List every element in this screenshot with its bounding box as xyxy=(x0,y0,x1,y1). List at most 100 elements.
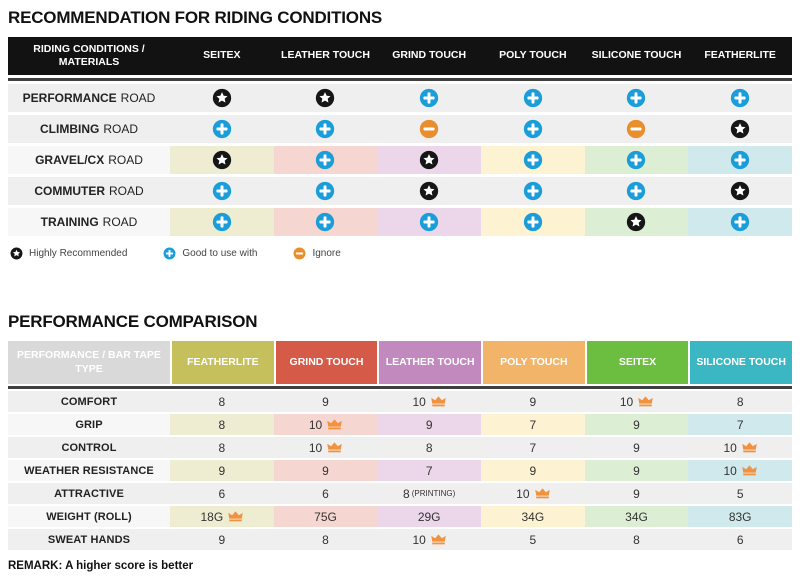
score-cell: 8 xyxy=(688,391,792,412)
row-label: WEATHER RESISTANCE xyxy=(8,460,170,481)
score-cell: 9 xyxy=(480,391,585,412)
score-cell: 10 xyxy=(377,529,481,550)
score-cell: 8 xyxy=(170,391,274,412)
table-row-performance-road: PERFORMANCE ROAD xyxy=(8,84,792,112)
score-cell: 34G xyxy=(480,506,585,527)
plus-icon xyxy=(523,181,543,201)
remark-text: REMARK: A higher score is better xyxy=(8,560,194,572)
header-cell-grind-touch: GRIND TOUCH xyxy=(275,341,378,384)
recommendation-cell xyxy=(170,146,274,174)
header-cell-featherlite: FEATHERLITE xyxy=(704,49,776,62)
score-value: 9 xyxy=(529,394,537,409)
legend-label: Good to use with xyxy=(182,248,258,259)
performance-comparison-table: PERFORMANCE / BAR TAPE TYPE FEATHERLITE … xyxy=(8,341,792,550)
score-value: 9 xyxy=(322,463,329,478)
score-value: 7 xyxy=(529,417,537,432)
recommendation-cell xyxy=(688,146,792,174)
recommendation-cell xyxy=(480,84,585,112)
score-value: 9 xyxy=(633,486,640,501)
row-label: TRAINING ROAD xyxy=(8,208,170,236)
crown-icon xyxy=(327,442,342,453)
row-label: CONTROL xyxy=(8,437,170,458)
score-value: 29G xyxy=(417,509,441,524)
score-value: 10 xyxy=(723,463,737,478)
row-label: SWEAT HANDS xyxy=(8,529,170,550)
row-label: COMFORT xyxy=(8,391,170,412)
score-cell: 8 xyxy=(377,437,481,458)
score-value: 9 xyxy=(425,417,433,432)
score-value: 5 xyxy=(736,486,744,501)
score-value: 6 xyxy=(218,486,226,501)
score-cell: 10 xyxy=(273,414,378,435)
header-cell-seitex: SEITEX xyxy=(586,341,689,384)
crown-icon xyxy=(638,396,653,407)
score-cell: 18G xyxy=(170,506,274,527)
header-cell-leather-touch: LEATHER TOUCH xyxy=(281,49,370,62)
recommendation-cell xyxy=(584,177,689,205)
score-cell: 9 xyxy=(377,414,481,435)
star-icon xyxy=(10,247,23,260)
score-cell: 83G xyxy=(688,506,792,527)
score-value: 10 xyxy=(308,417,323,432)
header-cell-featherlite: FEATHERLITE xyxy=(172,341,274,384)
score-value: 7 xyxy=(529,440,537,455)
recommendation-cell xyxy=(170,115,274,143)
table-row-commuter-road: COMMUTER ROAD xyxy=(8,177,792,205)
score-value: 34G xyxy=(521,509,545,524)
crown-icon xyxy=(431,534,446,545)
plus-icon xyxy=(315,119,335,139)
header-cell-poly-touch: POLY TOUCH xyxy=(499,49,567,62)
score-cell: 9 xyxy=(273,460,378,481)
recommendation-cell xyxy=(480,146,585,174)
recommendation-cell xyxy=(273,208,378,236)
header-cell-poly-touch: POLY TOUCH xyxy=(482,341,585,384)
score-value: 9 xyxy=(633,463,640,478)
table-row-training-road: TRAINING ROAD xyxy=(8,208,792,236)
crown-icon xyxy=(534,488,550,499)
score-value: 8 xyxy=(403,486,410,501)
score-value: 8 xyxy=(425,440,433,455)
header-cell-seitex: SEITEX xyxy=(203,49,241,62)
recommendation-cell xyxy=(584,208,689,236)
plus-icon xyxy=(523,212,543,232)
score-value: 8 xyxy=(218,394,226,409)
plus-icon xyxy=(523,119,543,139)
score-value: 10 xyxy=(723,440,737,455)
row-label-bold: CLIMBING xyxy=(40,122,100,136)
recommendation-cell xyxy=(170,208,274,236)
crown-icon xyxy=(742,442,757,453)
header-cell-materials: RIDING CONDITIONS / MATERIALS xyxy=(33,42,145,68)
score-value: 34G xyxy=(625,509,648,524)
plus-icon xyxy=(730,212,750,232)
score-value: 8 xyxy=(218,417,226,432)
score-cell: 6 xyxy=(273,483,378,504)
score-cell: 5 xyxy=(688,483,792,504)
score-value: 6 xyxy=(322,486,329,501)
row-label: CLIMBING ROAD xyxy=(8,115,170,143)
score-cell: 6 xyxy=(688,529,792,550)
score-value: 9 xyxy=(633,417,640,432)
score-value: 10 xyxy=(516,486,530,501)
plus-icon xyxy=(163,247,176,260)
star-icon xyxy=(730,119,750,139)
score-cell: 29G xyxy=(377,506,481,527)
row-label: PERFORMANCE ROAD xyxy=(8,84,170,112)
score-value: 10 xyxy=(619,394,634,409)
section-title-performance-comparison: PERFORMANCE COMPARISON xyxy=(8,312,258,331)
star-icon xyxy=(419,150,439,170)
score-value: 9 xyxy=(633,440,640,455)
score-cell: 9 xyxy=(273,391,378,412)
plus-icon xyxy=(315,212,335,232)
score-value: 9 xyxy=(218,532,226,547)
score-cell: 75G xyxy=(273,506,378,527)
recommendation-cell xyxy=(273,146,378,174)
plus-icon xyxy=(212,212,232,232)
plus-icon xyxy=(730,88,750,108)
recommendation-cell xyxy=(377,177,481,205)
score-value: 18G xyxy=(200,509,224,524)
plus-icon xyxy=(730,150,750,170)
star-icon xyxy=(212,88,232,108)
table-row-attractive: ATTRACTIVE 6 6 8 (PRINTING) 10 9 5 xyxy=(8,483,792,504)
score-value: 8 xyxy=(322,532,329,547)
row-label-bold: PERFORMANCE xyxy=(22,91,117,105)
